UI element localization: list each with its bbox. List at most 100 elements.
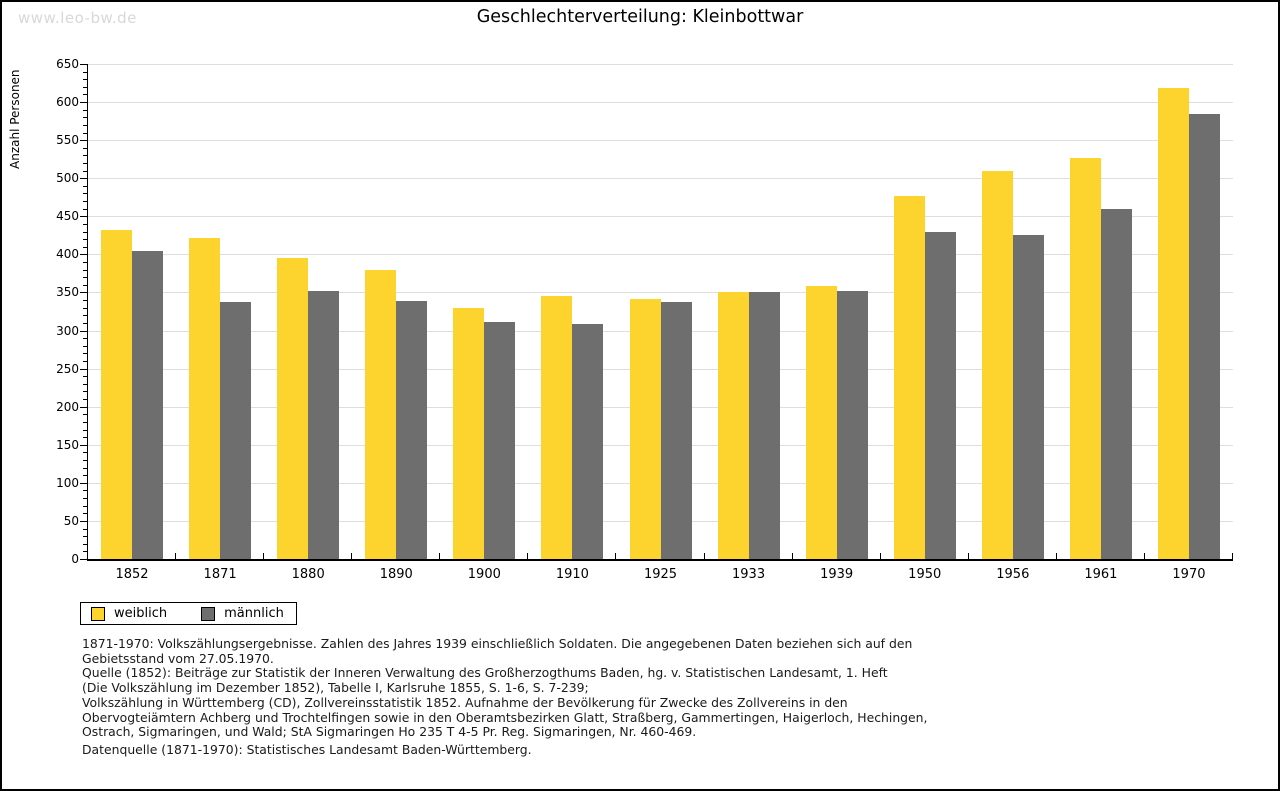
y-axis-tick	[83, 284, 87, 286]
data-source-note: Datenquelle (1871-1970): Statistisches L…	[82, 742, 532, 757]
x-axis-tick	[351, 553, 353, 559]
y-axis-tick	[83, 79, 87, 81]
y-axis-tick-label: 550	[56, 133, 79, 148]
y-axis-tick-label: 50	[63, 513, 79, 528]
footnote-line: Obervogteiämtern Achberg und Trochtelfin…	[82, 709, 928, 725]
y-axis-tick-label: 200	[56, 399, 79, 414]
y-axis-tick	[80, 482, 87, 484]
y-axis-tick-label: 500	[56, 171, 79, 186]
footnote-line: Gebietsstand vom 27.05.1970.	[82, 650, 274, 666]
x-axis-tick	[791, 553, 793, 559]
y-axis-tick	[83, 338, 87, 340]
y-axis-tick	[83, 307, 87, 309]
y-axis-tick	[83, 132, 87, 134]
y-axis-tick	[83, 94, 87, 96]
y-axis-tick-label: 0	[71, 552, 79, 566]
y-axis-tick-label: 250	[56, 361, 79, 376]
y-axis-tick-label: 450	[56, 209, 79, 224]
bar-weiblich-1880	[277, 258, 309, 559]
bar-maennlich-1900	[484, 322, 516, 559]
y-axis-tick	[83, 536, 87, 538]
y-axis-tick	[83, 246, 87, 248]
y-axis-tick	[83, 269, 87, 271]
y-axis-tick	[83, 498, 87, 500]
x-axis-tick-label: 1970	[1172, 567, 1206, 582]
x-axis-tick-label: 1871	[203, 567, 237, 582]
y-axis-tick	[80, 406, 87, 408]
y-axis-tick	[83, 322, 87, 324]
x-axis-tick	[1143, 553, 1145, 559]
y-axis-tick	[80, 64, 87, 65]
y-axis-tick	[83, 414, 87, 416]
x-axis-tick-label: 1890	[379, 567, 413, 582]
gridline	[88, 102, 1233, 104]
legend-label-maennlich: männlich	[224, 606, 284, 621]
x-axis-tick-label: 1925	[643, 567, 678, 582]
y-axis-tick	[83, 391, 87, 393]
y-axis-tick	[83, 376, 87, 378]
x-axis-tick	[703, 553, 705, 559]
y-axis-tick	[83, 300, 87, 302]
footnotes-block: 1871-1970: Volkszählungsergebnisse. Zahl…	[82, 636, 928, 740]
bar-weiblich-1961	[1069, 157, 1101, 559]
legend-swatch-maennlich	[201, 606, 216, 621]
legend-item-weiblich: weiblich	[91, 606, 167, 621]
x-axis-tick	[967, 553, 969, 559]
bar-weiblich-1852	[101, 230, 133, 559]
y-axis-tick	[80, 330, 87, 332]
y-axis-tick	[83, 460, 87, 461]
gridline	[88, 140, 1233, 142]
x-axis-tick	[615, 553, 617, 559]
bar-weiblich-1950	[893, 195, 925, 559]
y-axis-tick-label: 600	[56, 95, 79, 110]
y-axis-tick	[83, 315, 87, 317]
y-axis-tick	[83, 109, 87, 111]
footnote-line: Volkszählung in Württemberg (CD), Zollve…	[82, 694, 848, 710]
y-axis-tick	[83, 208, 87, 210]
bar-maennlich-1961	[1100, 208, 1132, 559]
y-axis-tick	[80, 254, 87, 256]
bar-maennlich-1933	[748, 291, 780, 559]
gridline	[88, 254, 1233, 256]
y-axis-tick	[83, 543, 87, 545]
bar-weiblich-1933	[717, 292, 749, 559]
bar-weiblich-1890	[365, 269, 397, 559]
x-axis-tick	[263, 553, 265, 559]
y-axis-tick	[83, 86, 87, 88]
gridline	[88, 64, 1233, 65]
bar-maennlich-1871	[220, 301, 252, 559]
x-axis-tick-label: 1880	[291, 567, 325, 582]
x-axis-tick-label: 1933	[732, 567, 766, 582]
y-axis-tick-label: 150	[56, 437, 79, 452]
footnote-line: Quelle (1852): Beiträge zur Statistik de…	[82, 665, 888, 681]
y-axis-tick	[83, 353, 87, 355]
y-axis-tick	[80, 102, 87, 104]
x-axis-tick-label: 1950	[908, 567, 942, 582]
x-axis-tick-label: 1852	[115, 567, 149, 582]
y-axis-tick-label: 100	[56, 475, 79, 490]
y-axis-tick	[83, 277, 87, 279]
y-axis-tick	[80, 444, 87, 446]
y-axis-tick	[83, 201, 87, 203]
y-axis-tick-label: 350	[56, 285, 79, 300]
bar-weiblich-1900	[453, 307, 485, 559]
y-axis-tick	[83, 421, 87, 423]
x-axis-tick	[879, 553, 881, 559]
legend-swatch-weiblich	[91, 606, 105, 621]
y-axis-tick	[83, 163, 87, 164]
y-axis-tick	[83, 452, 87, 454]
bar-maennlich-1890	[396, 300, 428, 559]
bar-maennlich-1852	[132, 250, 164, 559]
y-axis-label: Anzahl Personen	[8, 69, 22, 169]
y-axis-tick-label: 300	[56, 323, 79, 338]
chart-plot-area: 0 50 100 150 200 250 300 350 400 450 500 550 600 650 1…	[56, 57, 1233, 582]
x-axis-tick-label: 1956	[996, 567, 1030, 582]
footnote-line: 1871-1970: Volkszählungsergebnisse. Zahl…	[82, 636, 913, 651]
x-axis-tick-label: 1961	[1084, 567, 1118, 582]
x-axis-tick-label: 1900	[467, 567, 501, 582]
y-axis-tick	[80, 292, 87, 294]
y-axis-tick	[83, 231, 87, 233]
y-axis-tick	[83, 239, 87, 241]
y-axis-tick	[83, 71, 87, 73]
y-axis-tick	[83, 475, 87, 477]
